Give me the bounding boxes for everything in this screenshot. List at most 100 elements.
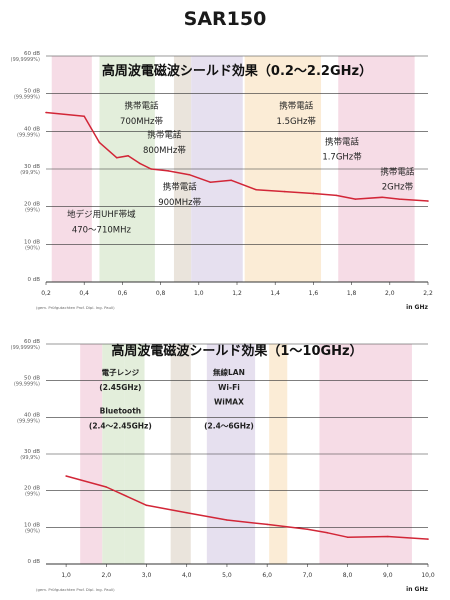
x-tick-label: 2,2 [423,290,433,297]
x-tick-label: 0,8 [156,290,166,297]
band-annotation: 携帯電話 [325,137,360,148]
data-point [312,192,315,195]
x-tick-label: 0,2 [41,290,51,297]
data-point [354,198,357,200]
y-tick-label: 40 dB [24,412,40,418]
y-tick-label: 0 dB [27,277,40,283]
y-tick-sublabel: (99,9%) [20,170,40,176]
y-tick-sublabel: (99,9999%) [11,57,40,63]
band-annotation: 無線LAN [213,367,245,377]
data-point [386,535,389,538]
data-point [127,155,129,157]
data-point [188,173,191,176]
band-annotation: 携帯電話 [147,130,182,141]
data-point [115,156,118,159]
band-annotation: WiMAX [214,398,244,407]
y-tick-label: 10 dB [24,239,40,245]
band-annotation: 700MHz帯 [120,116,163,127]
y-tick-label: 20 dB [24,202,40,208]
x-tick-label: 2,0 [102,572,112,579]
data-point [138,162,141,165]
y-tick-sublabel: (99%) [25,208,40,214]
data-point [283,190,286,193]
y-tick-label: 60 dB [24,339,40,345]
y-tick-label: 30 dB [24,449,40,455]
data-point [326,532,329,534]
band-annotation: 2GHz帯 [382,182,414,193]
band-annotation: Bluetooth [100,407,142,416]
band-annotation: 1.5GHz帯 [276,116,316,127]
data-point [427,538,429,540]
y-tick-label: 30 dB [24,164,40,170]
band-annotation: (2.45GHz) [99,383,141,392]
x-tick-label: 1,0 [61,572,71,579]
y-tick-label: 60 dB [24,51,40,57]
y-tick-label: 50 dB [24,89,40,95]
y-tick-sublabel: (90%) [25,528,40,534]
data-point [167,170,170,172]
data-point [185,511,188,514]
x-tick-label: 3,0 [142,572,152,579]
x-tick-label: 9,0 [383,572,393,579]
chart-title: 高周波電磁波シールド効果（1～10GHz） [111,343,362,359]
x-tick-label: 5,0 [222,572,232,579]
band-annotation: 携帯電話 [163,182,198,193]
x-tick-label: 6,0 [262,572,272,579]
band-annotation: 携帯電話 [124,101,159,112]
y-tick-label: 0 dB [27,559,40,565]
data-point [306,528,309,530]
x-tick-label: 10,0 [421,572,435,579]
data-point [346,536,349,539]
chart-title: 高周波電磁波シールド効果（0.2～2.2GHz） [102,63,372,79]
data-point [398,198,401,200]
x-tick-label: 1,8 [347,290,357,297]
y-tick-sublabel: (99,999%) [14,382,40,388]
data-point [45,111,47,114]
y-tick-sublabel: (99,99%) [17,418,40,424]
band-annotation: (2.4～6GHz) [204,421,254,430]
band-annotation: 携帯電話 [380,167,415,178]
y-tick-sublabel: (99,99%) [17,132,40,138]
band-annotation: (2.4～2.45GHz) [89,421,152,430]
y-tick-label: 40 dB [24,126,40,132]
data-point [98,141,101,144]
source-credit: (gem. Prüfgutachten Prof. Dipl. Ing. Pau… [36,587,115,592]
band-annotation: 470～710MHz [72,225,132,235]
x-axis-unit: in GHz [406,304,428,311]
y-tick-sublabel: (90%) [25,245,40,251]
data-point [150,168,152,170]
x-tick-label: 7,0 [303,572,313,579]
x-tick-label: 8,0 [343,572,353,579]
band-annotation: Wi-Fi [218,383,240,392]
y-tick-sublabel: (99,999%) [14,95,40,101]
x-tick-label: 1,0 [194,290,204,297]
x-tick-label: 1,2 [232,290,242,297]
data-point [226,519,228,521]
y-tick-sublabel: (99%) [25,492,40,498]
chart-high-frequency: 0 dB 10 dB(90%) 20 dB(99%) 30 dB(99,9%) 40 d… [11,339,435,593]
data-point [83,115,85,118]
data-point [105,486,108,488]
x-tick-label: 1,4 [270,290,280,297]
band-annotation: 800MHz帯 [143,145,186,156]
data-point [427,200,429,202]
data-point [335,194,338,197]
data-point [65,475,67,477]
y-tick-label: 10 dB [24,522,40,528]
source-credit: (gem. Prüfgutachten Prof. Dipl. Ing. Pau… [36,305,115,310]
band-annotation: 1.7GHz帯 [322,152,362,163]
data-point [230,179,233,182]
y-tick-sublabel: (99,9999%) [11,345,40,351]
y-tick-label: 50 dB [24,376,40,382]
band-annotation: 900MHz帯 [158,197,201,208]
x-tick-label: 4,0 [182,572,192,579]
data-point [381,196,383,199]
x-tick-label: 0,6 [118,290,128,297]
band-annotation: 電子レンジ [102,367,140,377]
x-axis-unit: in GHz [406,586,428,593]
band-annotation: 携帯電話 [279,101,314,112]
x-tick-label: 2,0 [385,290,395,297]
data-point [145,504,148,507]
y-tick-label: 20 dB [24,486,40,492]
page-title: SAR150 [183,8,267,30]
